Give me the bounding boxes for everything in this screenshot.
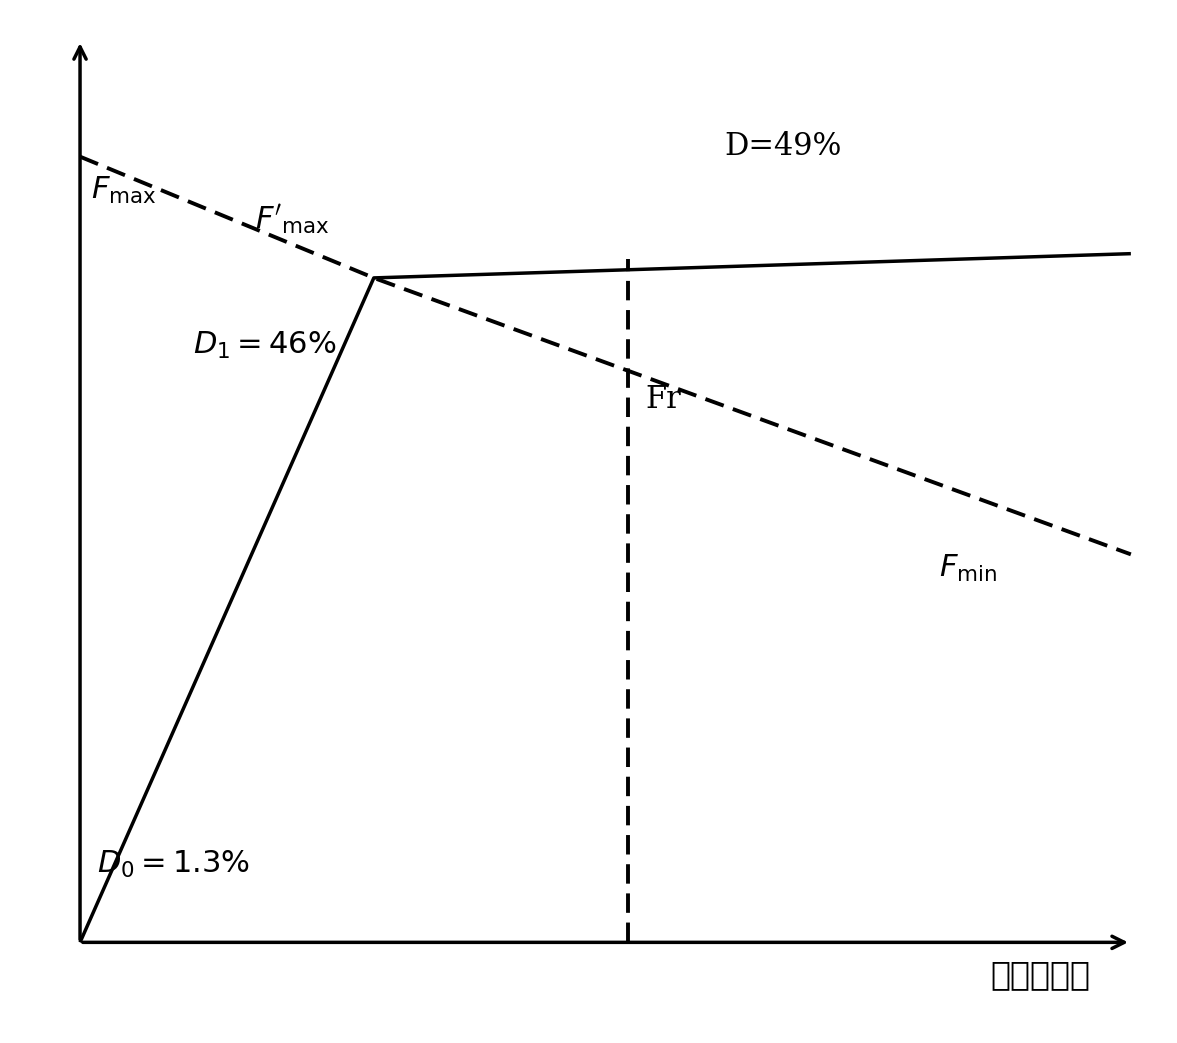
Text: $F_{\mathrm{min}}$: $F_{\mathrm{min}}$ [939,554,997,584]
Text: $D_1=46\%$: $D_1=46\%$ [193,331,337,361]
Text: 控制器输出: 控制器输出 [991,957,1090,991]
Text: $F'_{\mathrm{max}}$: $F'_{\mathrm{max}}$ [255,202,330,237]
Text: $F_{\mathrm{max}}$: $F_{\mathrm{max}}$ [92,175,157,207]
Text: D=49%: D=49% [724,131,842,163]
Text: $D_0=1.3\%$: $D_0=1.3\%$ [97,849,250,880]
Text: Fr: Fr [645,384,680,415]
